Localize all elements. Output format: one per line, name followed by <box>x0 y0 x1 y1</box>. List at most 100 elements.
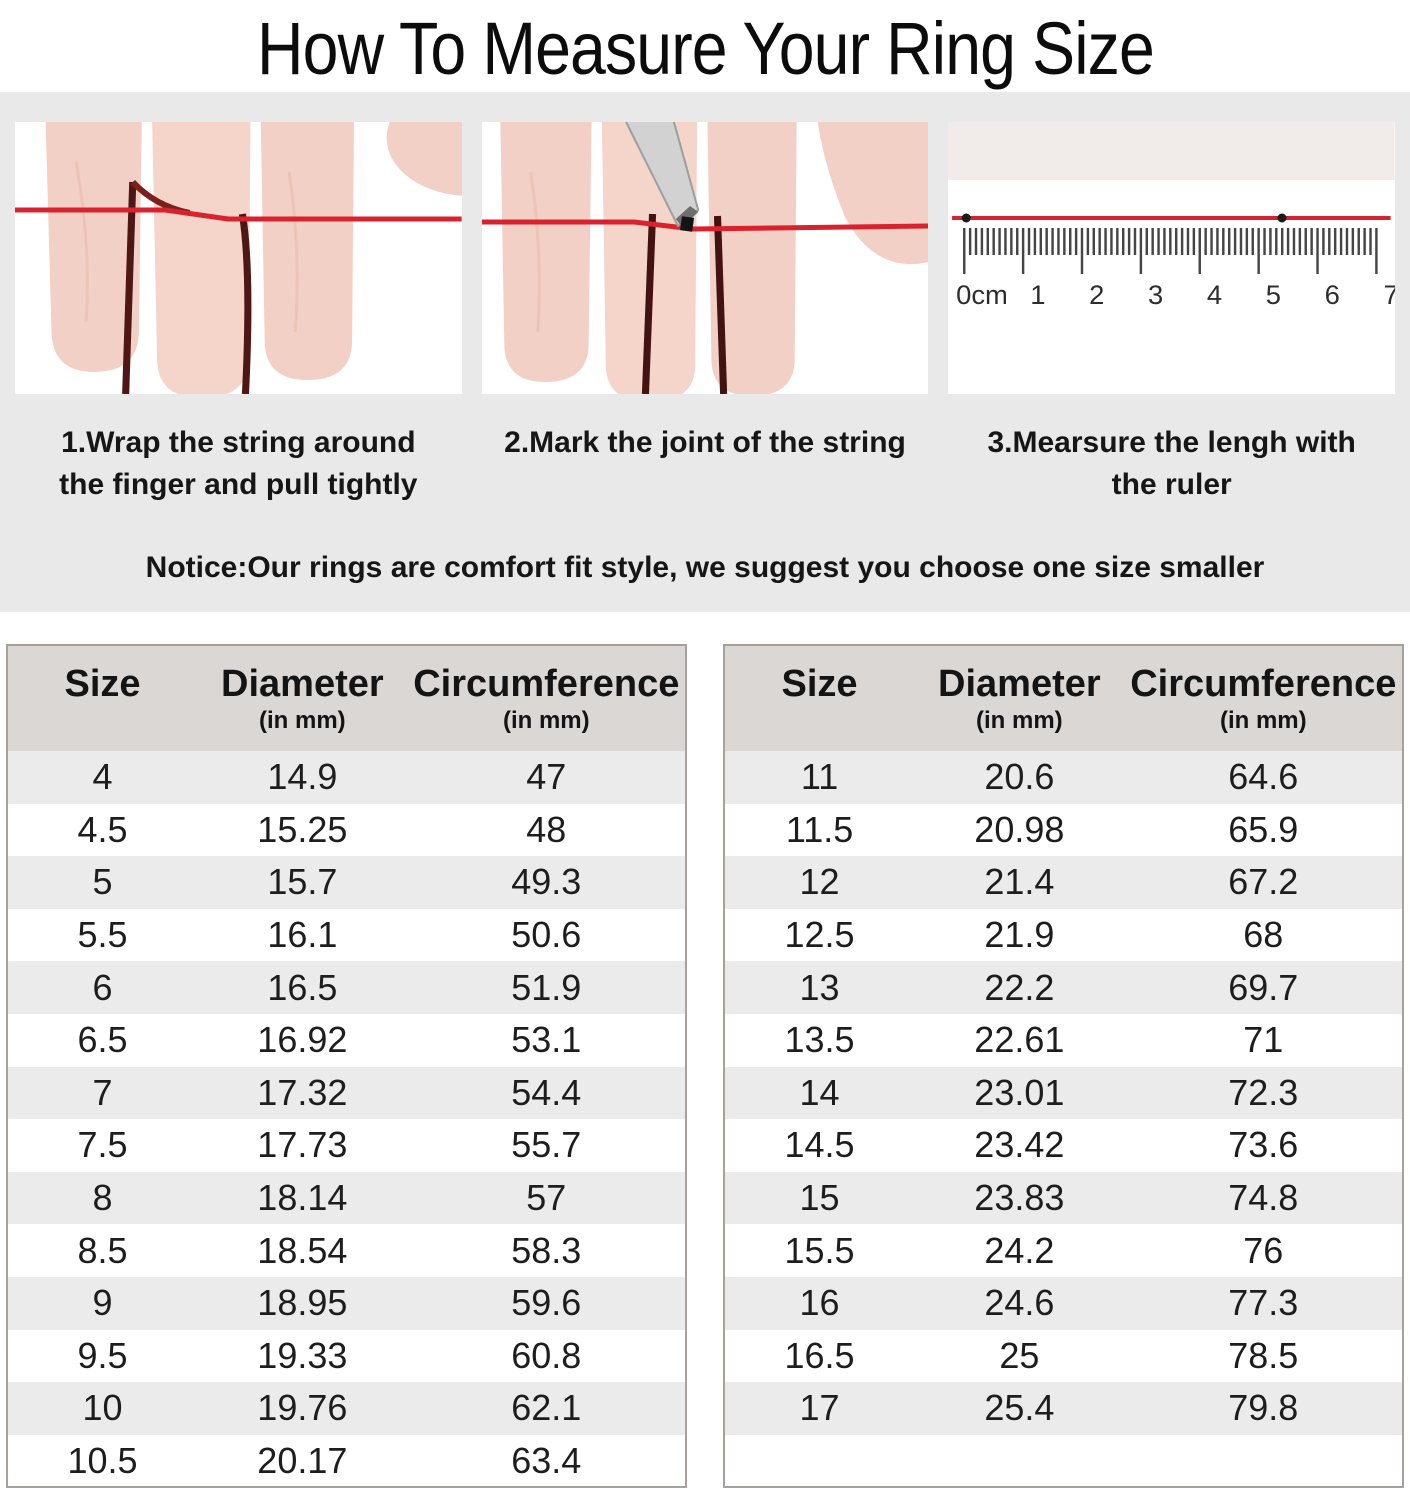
table-cell: 25.4 <box>914 1382 1125 1435</box>
ruler-label: 4 <box>1207 279 1222 310</box>
table-row: 13 22.2 69.7 <box>724 961 1403 1014</box>
table-row: 4 14.9 47 <box>7 751 686 804</box>
table-cell: 7.5 <box>7 1119 198 1172</box>
table-cell: 19.76 <box>197 1382 408 1435</box>
ruler-label: 2 <box>1089 279 1104 310</box>
table-row: 8 18.14 57 <box>7 1171 686 1225</box>
table-cell: 19.33 <box>197 1329 408 1383</box>
table-cell: 20.6 <box>914 751 1125 804</box>
end-mark-dot <box>1277 213 1287 223</box>
table-cell: 11.5 <box>724 803 915 857</box>
header-row: Size Diameter (in mm) Circumference (in mm… <box>724 645 1403 751</box>
table-cell: 23.01 <box>914 1066 1125 1120</box>
column-header-circumference: Circumference (in mm) <box>1124 645 1403 751</box>
table-cell: 8.5 <box>7 1224 198 1277</box>
table-row: 5.5 16.1 50.6 <box>7 908 686 962</box>
table-row: 11 20.6 64.6 <box>724 751 1403 804</box>
table-row: 16 24.6 77.3 <box>724 1276 1403 1330</box>
ruler-label: 5 <box>1266 279 1281 310</box>
table-cell: 5.5 <box>7 908 198 962</box>
string <box>15 179 462 394</box>
table-cell: 13 <box>724 961 915 1014</box>
table-cell: 68 <box>1124 908 1403 962</box>
table-cell: 74.8 <box>1124 1171 1403 1225</box>
size-chart-table-right: Size Diameter (in mm) Circumference (in mm… <box>723 644 1404 1489</box>
page-title: How To Measure Your Ring Size <box>256 7 1155 90</box>
header-row: Size Diameter (in mm) Circumference (in mm… <box>7 645 686 751</box>
table-row: 15 23.83 74.8 <box>724 1171 1403 1225</box>
table-cell: 16.92 <box>197 1013 408 1067</box>
table-cell: 15 <box>724 1171 915 1225</box>
ruler-ticks: 0cm 1 2 3 4 5 6 7 <box>956 228 1395 310</box>
table-cell: 13.5 <box>724 1013 915 1067</box>
table-cell: 6.5 <box>7 1013 198 1067</box>
column-header-size: Size <box>7 645 198 751</box>
table-cell: 20.17 <box>197 1434 408 1488</box>
step-3-photo: 0cm 1 2 3 4 5 6 7 <box>948 122 1396 394</box>
table-cell: 18.54 <box>197 1224 408 1277</box>
table-cell: 55.7 <box>407 1119 686 1172</box>
table-row: 16.5 25 78.5 <box>724 1329 1403 1383</box>
step-2-photo <box>481 122 929 394</box>
table-row: 6.5 16.92 53.1 <box>7 1013 686 1067</box>
table-cell: 60.8 <box>407 1329 686 1383</box>
table-cell: 63.4 <box>407 1434 686 1488</box>
table-row: 12 21.4 67.2 <box>724 856 1403 909</box>
table-row: 11.5 20.98 65.9 <box>724 803 1403 857</box>
table-row: 13.5 22.61 71 <box>724 1013 1403 1067</box>
table-cell: 49.3 <box>407 856 686 909</box>
table-cell: 9 <box>7 1276 198 1330</box>
column-header-size: Size <box>724 645 915 751</box>
empty-row <box>724 1434 1403 1488</box>
table-row: 14 23.01 72.3 <box>724 1066 1403 1120</box>
table-row: 7 17.32 54.4 <box>7 1066 686 1120</box>
table-cell: 51.9 <box>407 961 686 1014</box>
table-cell: 10 <box>7 1382 198 1435</box>
table-cell: 16 <box>724 1276 915 1330</box>
table-cell: 4 <box>7 751 198 804</box>
table-cell: 12 <box>724 856 915 909</box>
table-cell: 8 <box>7 1171 198 1225</box>
table-cell: 15.5 <box>724 1224 915 1277</box>
mark-string-illustration <box>481 122 929 394</box>
table-cell: 58.3 <box>407 1224 686 1277</box>
table-cell: 65.9 <box>1124 803 1403 857</box>
table-cell: 77.3 <box>1124 1276 1403 1330</box>
table-cell: 71 <box>1124 1013 1403 1067</box>
table-row: 9 18.95 59.6 <box>7 1276 686 1330</box>
table-cell: 20.98 <box>914 803 1125 857</box>
ruler-label: 1 <box>1031 279 1046 310</box>
table-cell: 73.6 <box>1124 1119 1403 1172</box>
table-cell: 18.95 <box>197 1276 408 1330</box>
table-cell: 11 <box>724 751 915 804</box>
table-row: 10.5 20.17 63.4 <box>7 1434 686 1488</box>
step-1-caption: 1.Wrap the string around the finger and … <box>59 426 418 501</box>
ruler-illustration: 0cm 1 2 3 4 5 6 7 <box>948 122 1396 394</box>
table-row: 9.5 19.33 60.8 <box>7 1329 686 1383</box>
table-cell: 67.2 <box>1124 856 1403 909</box>
step-captions-row: 1.Wrap the string around the finger and … <box>15 422 1395 506</box>
table-cell: 23.83 <box>914 1171 1125 1225</box>
column-header-diameter: Diameter (in mm) <box>914 645 1125 751</box>
table-cell: 16.5 <box>197 961 408 1014</box>
table-cell: 21.9 <box>914 908 1125 962</box>
column-header-diameter: Diameter (in mm) <box>197 645 408 751</box>
table-cell: 22.61 <box>914 1013 1125 1067</box>
table-cell: 14 <box>724 1066 915 1120</box>
table-cell: 50.6 <box>407 908 686 962</box>
table-row: 7.5 17.73 55.7 <box>7 1119 686 1172</box>
table-row: 8.5 18.54 58.3 <box>7 1224 686 1277</box>
table-row: 12.5 21.9 68 <box>724 908 1403 962</box>
size-chart-section: Size Diameter (in mm) Circumference (in mm… <box>6 644 1404 1489</box>
table-cell: 54.4 <box>407 1066 686 1120</box>
table-cell: 17.73 <box>197 1119 408 1172</box>
step-1-photo <box>15 122 462 394</box>
instructions-panel: 0cm 1 2 3 4 5 6 7 1.Wrap the string around the … <box>0 92 1410 612</box>
ruler-label: 0cm <box>956 279 1008 310</box>
table-cell: 76 <box>1124 1224 1403 1277</box>
table-cell: 15.7 <box>197 856 408 909</box>
hand-fingers <box>45 122 462 394</box>
table-cell: 5 <box>7 856 198 909</box>
table-cell: 23.42 <box>914 1119 1125 1172</box>
table-cell: 64.6 <box>1124 751 1403 804</box>
